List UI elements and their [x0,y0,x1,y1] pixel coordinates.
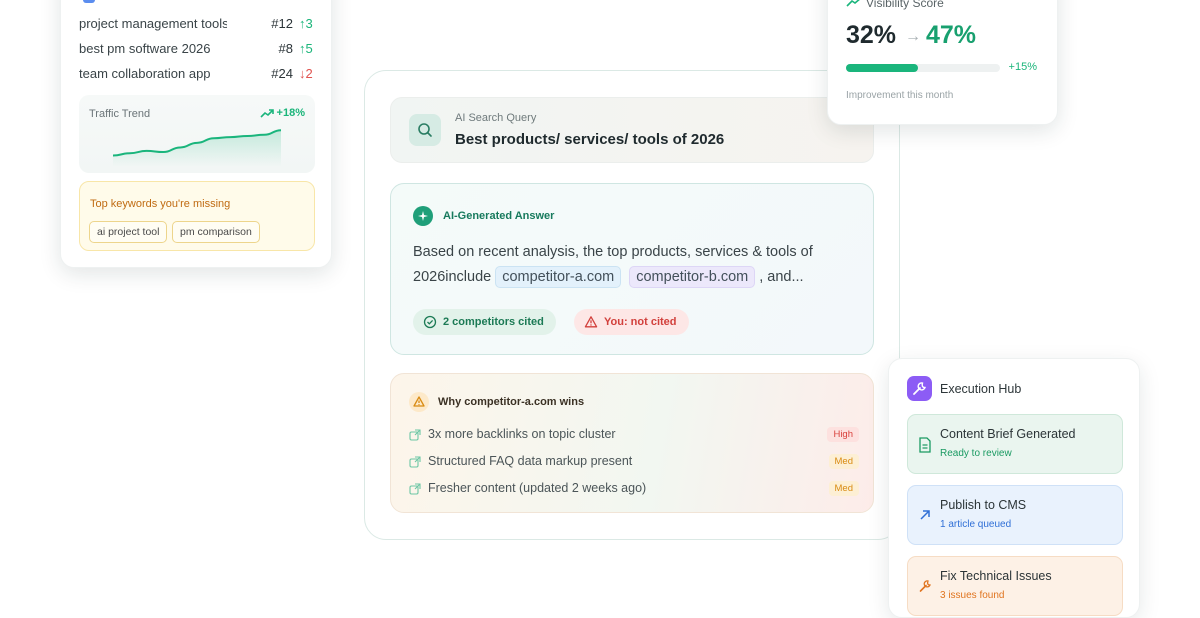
visibility-arrow: → [905,28,921,45]
execution-hub-card: Execution Hub Content Brief Generated Re… [888,358,1140,618]
keyword-delta: ↑5 [299,41,313,56]
check-circle-icon [423,315,437,329]
query-label: AI Search Query [455,112,537,124]
external-link-icon [409,456,421,468]
answer-text-suffix: , and... [759,269,804,285]
keyword-rank: #8 [278,41,293,56]
reason-text: Fresher content (updated 2 weeks ago) [428,481,647,495]
arrow-up-right-icon [920,510,930,520]
keyword-delta: ↑3 [299,16,313,31]
query-text: Best products/ services/ tools of 2026 [455,131,725,148]
sparkle-icon [413,206,433,226]
not-cited-badge: You: not cited [574,309,689,335]
missing-keyword-chip[interactable]: ai project tool [89,221,168,243]
task-title: Publish to CMS [940,498,1027,512]
visibility-delta: +15% [1008,61,1037,73]
competitors-cited-text: 2 competitors cited [443,316,544,328]
reason-row[interactable]: Structured FAQ data markup present Med [409,454,859,472]
trending-up-icon [259,108,274,118]
keyword-rankings-card: project management tools #12 ↑3 best pm … [60,0,332,268]
search-icon [418,123,432,137]
task-content-brief[interactable]: Content Brief Generated Ready to review [907,414,1123,474]
answer-text-line: Based on recent analysis, the top produc… [413,244,813,260]
search-icon-container [409,114,441,146]
wrench-icon [919,580,931,592]
answer-text-prefix: 2026include [413,269,492,285]
why-competitor-wins-box: Why competitor-a.com wins 3x more backli… [390,373,874,513]
missing-keyword-chip[interactable]: pm comparison [172,221,260,243]
ai-answer-box: AI-Generated Answer Based on recent anal… [390,183,874,355]
keyword-term: team collaboration app [79,66,211,81]
task-title: Content Brief Generated [940,427,1076,441]
alert-icon-container [409,392,429,412]
external-link-icon [409,483,421,495]
keyword-term: project management tools [79,16,227,31]
competitor-a-chip[interactable]: competitor-a.com [495,266,622,288]
priority-badge: Med [828,481,859,496]
reason-text: 3x more backlinks on topic cluster [428,427,616,441]
keyword-row[interactable]: team collaboration app #24 ↓2 [79,66,319,84]
traffic-trend-widget: Traffic Trend +18% [79,95,315,173]
not-cited-text: You: not cited [604,316,677,328]
answer-title: AI-Generated Answer [443,210,555,222]
alert-triangle-icon [413,396,425,407]
keyword-delta: ↓2 [299,66,313,81]
task-status: Ready to review [940,448,1012,459]
priority-badge: High [827,427,859,442]
traffic-trend-chart [112,129,282,167]
trend-delta-value: +18% [276,107,305,119]
external-link-icon [409,429,421,441]
competitor-b-chip[interactable]: competitor-b.com [629,266,756,288]
keyword-term: best pm software 2026 [79,41,211,56]
reason-row[interactable]: 3x more backlinks on topic cluster High [409,427,859,445]
visibility-to-value: 47% [926,21,977,49]
warning-icon [584,316,598,328]
trend-line [112,129,282,157]
why-title: Why competitor-a.com wins [438,396,585,408]
missing-keywords-box: Top keywords you're missing ai project t… [79,181,315,251]
visibility-progress-fill [846,64,919,72]
rankings-icon [83,0,95,3]
visibility-score-card: Visibility Score 32% → 47% +15% Improvem… [827,0,1058,125]
trend-area [113,130,281,167]
reason-row[interactable]: Fresher content (updated 2 weeks ago) Me… [409,481,859,499]
visibility-title: Visibility Score [866,0,944,10]
visibility-note: Improvement this month [846,90,954,101]
answer-text-line: 2026include competitor-a.com competitor-b.… [413,266,804,292]
wrench-icon [913,382,926,395]
keyword-row[interactable]: best pm software 2026 #8 ↑5 [79,41,319,59]
task-publish-cms[interactable]: Publish to CMS 1 article queued [907,485,1123,545]
visibility-from-value: 32% [846,21,897,49]
search-query-box[interactable]: AI Search Query Best products/ services/… [390,97,874,163]
task-status: 3 issues found [940,590,1005,601]
task-status: 1 article queued [940,519,1012,530]
task-title: Fix Technical Issues [940,569,1052,583]
execution-hub-title: Execution Hub [940,382,1022,396]
trending-up-icon [846,0,860,7]
missing-keywords-title: Top keywords you're missing [90,198,231,210]
keyword-row[interactable]: project management tools #12 ↑3 [79,16,319,34]
traffic-trend-delta: +18% [259,107,305,119]
traffic-trend-title: Traffic Trend [89,108,151,120]
document-icon [919,437,931,453]
keyword-rank: #24 [271,66,293,81]
keyword-rank: #12 [271,16,293,31]
competitors-cited-badge: 2 competitors cited [413,309,556,335]
wrench-icon-container [907,376,932,401]
task-fix-technical[interactable]: Fix Technical Issues 3 issues found [907,556,1123,616]
visibility-progress-bar [846,64,1000,72]
priority-badge: Med [828,454,859,469]
reason-text: Structured FAQ data markup present [428,454,633,468]
